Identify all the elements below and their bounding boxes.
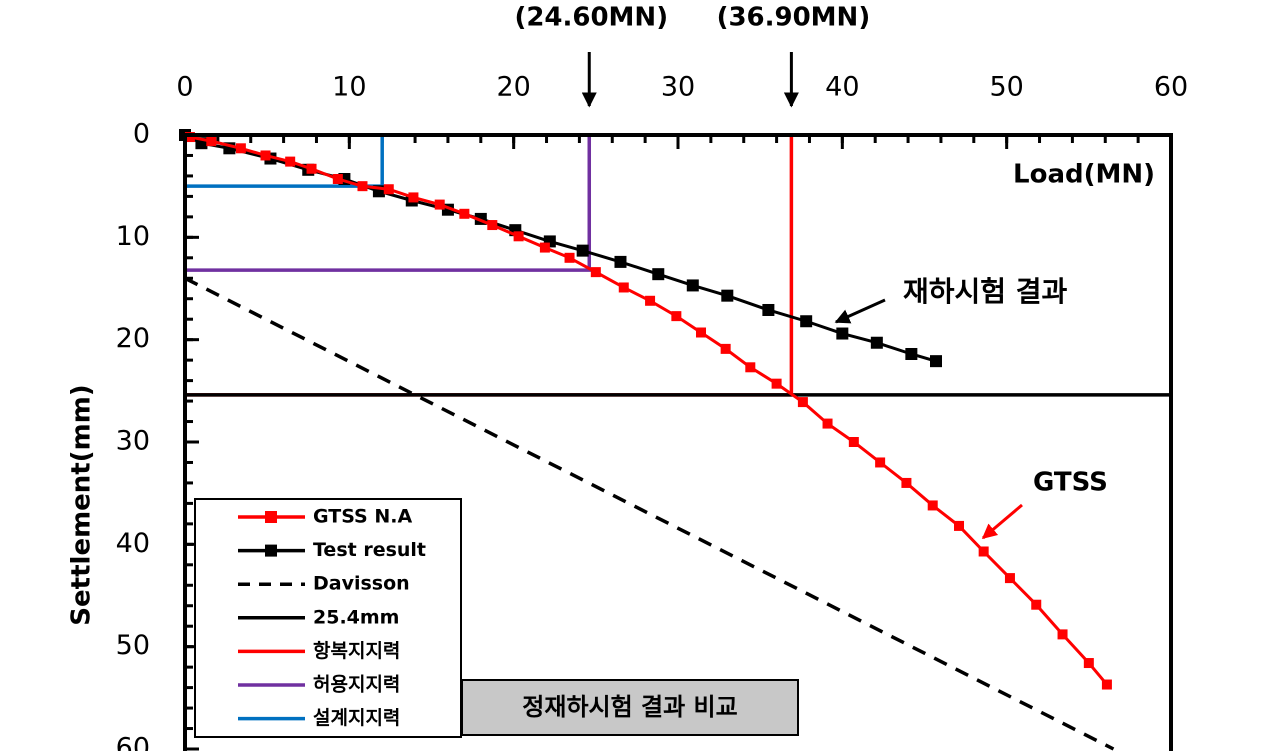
point (332, 174, 343, 185)
series-line (185, 135, 592, 272)
annotation-arrow (981, 503, 1023, 540)
point (614, 255, 627, 268)
y-tick-label: 10 (116, 221, 150, 252)
legend-marker (265, 511, 277, 523)
point (306, 163, 317, 174)
point (285, 156, 296, 167)
annotation: 재하시험 결과 (903, 275, 1068, 308)
y-tick-label: 20 (116, 323, 150, 354)
y-tick-label: 40 (116, 528, 150, 559)
point (822, 418, 833, 429)
point (978, 546, 989, 557)
point (1004, 573, 1015, 584)
annotation: GTSS (1033, 468, 1108, 498)
point (870, 336, 883, 349)
legend-marker (265, 544, 277, 557)
plot-frame (183, 133, 1173, 751)
series-line (184, 133, 937, 363)
x-tick-label: 40 (825, 72, 859, 103)
point (930, 355, 943, 368)
point (206, 136, 217, 147)
y-tick-label: 0 (133, 119, 150, 150)
point (564, 252, 575, 263)
point (720, 343, 731, 354)
point (1031, 599, 1042, 610)
point (927, 500, 938, 511)
point (383, 184, 394, 195)
y-tick-label: 60 (116, 733, 150, 751)
y-tick-label: 30 (116, 426, 150, 457)
point (836, 327, 849, 340)
point (797, 397, 808, 408)
point (686, 279, 699, 292)
x-tick-label: 20 (496, 72, 530, 103)
point (434, 199, 445, 210)
x-tick-label: 50 (989, 72, 1023, 103)
point (848, 437, 859, 447)
point (1057, 629, 1068, 640)
point (671, 311, 682, 322)
legend-label: Test result (313, 539, 426, 561)
load-annotation: (24.60MN) (514, 3, 668, 33)
series-line (185, 135, 794, 397)
point (875, 457, 886, 468)
point (618, 282, 629, 293)
legend-label: GTSS N.A (313, 506, 412, 528)
point (513, 231, 524, 242)
x-axis-label: Load(MN) (1013, 160, 1155, 190)
point (184, 132, 195, 143)
y-tick-label: 50 (116, 630, 150, 661)
point (1101, 679, 1112, 690)
point (745, 362, 756, 373)
x-tick-label: 10 (332, 72, 366, 103)
point (721, 289, 734, 302)
point (1083, 658, 1094, 669)
point (408, 192, 419, 203)
x-tick-label: 60 (1154, 72, 1188, 103)
legend: GTSS N.A Test result Davisson 25.4mm 항복지지력허용… (194, 498, 462, 738)
point (357, 181, 368, 192)
annotation-arrow (834, 298, 886, 324)
chart-title: 정재하시험 결과 비교 (522, 693, 737, 721)
point (487, 220, 498, 231)
point (645, 295, 656, 306)
point (652, 268, 665, 281)
point (260, 150, 271, 161)
point (235, 143, 246, 154)
point (459, 208, 470, 219)
point (901, 477, 912, 488)
title-box (461, 679, 799, 736)
x-tick-label: 30 (661, 72, 695, 103)
y-axis-label: Settlement(mm) (67, 384, 97, 625)
point (771, 378, 782, 389)
legend-label: 설계지지력 (313, 707, 400, 729)
legend-label: 항복지지력 (313, 640, 400, 662)
x-tick-label: 0 (176, 72, 193, 103)
series-line (184, 276, 1115, 751)
point (954, 520, 965, 531)
point (762, 303, 775, 316)
legend-label: Davisson (313, 573, 410, 595)
point (696, 327, 707, 338)
point (800, 315, 813, 328)
point (590, 267, 601, 278)
point (905, 347, 918, 360)
point (576, 244, 589, 257)
legend-label: 허용지지력 (313, 674, 400, 696)
legend-label: 25.4mm (313, 606, 399, 628)
plot-layer (179, 129, 1173, 751)
point (539, 242, 550, 253)
load-annotation: (36.90MN) (717, 3, 871, 33)
